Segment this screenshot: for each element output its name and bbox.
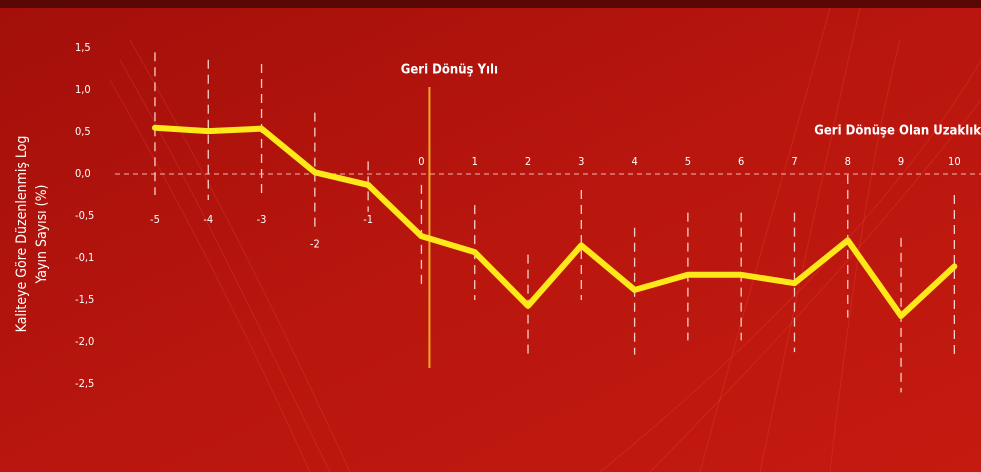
annotation: Geri Dönüş Yılı xyxy=(401,63,498,78)
y-tick-label: -2,0 xyxy=(75,335,94,348)
y-axis-label: Kaliteye Göre Düzenlenmiş Log xyxy=(14,136,30,333)
data-line xyxy=(151,124,958,319)
x-tick-label: -1 xyxy=(363,213,373,226)
x-tick-label: 3 xyxy=(578,155,584,168)
y-tick-label: 1,5 xyxy=(75,41,91,54)
x-tick-label: -2 xyxy=(310,237,320,250)
x-axis-label: Geri Dönüşe Olan Uzaklık xyxy=(814,124,981,139)
y-tick-label: -0,1 xyxy=(75,251,94,264)
x-tick-label: -4 xyxy=(203,213,213,226)
x-tick-label: 1 xyxy=(472,155,478,168)
y-axis-label: Yayın Sayısı (%) xyxy=(34,185,50,285)
x-tick-label: 4 xyxy=(631,155,637,168)
x-tick-label: -3 xyxy=(257,213,267,226)
top-bar xyxy=(0,0,981,8)
x-tick-label: 0 xyxy=(418,155,424,168)
y-tick-label: -0,5 xyxy=(75,209,94,222)
x-tick-label: 9 xyxy=(898,155,904,168)
x-tick-label: 2 xyxy=(525,155,531,168)
y-tick-label: -2,5 xyxy=(75,377,94,390)
y-tick-label: -1,5 xyxy=(75,293,94,306)
x-tick-label: -5 xyxy=(150,213,160,226)
x-tick-label: 10 xyxy=(948,155,961,168)
x-tick-label: 5 xyxy=(685,155,691,168)
y-tick-label: 0,5 xyxy=(75,125,91,138)
x-tick-label: 8 xyxy=(845,155,851,168)
x-tick-label: 7 xyxy=(791,155,797,168)
x-tick-label: 6 xyxy=(738,155,744,168)
y-tick-label: 1,0 xyxy=(75,83,91,96)
decoration xyxy=(109,7,981,472)
y-tick-label: 0,0 xyxy=(75,167,91,180)
